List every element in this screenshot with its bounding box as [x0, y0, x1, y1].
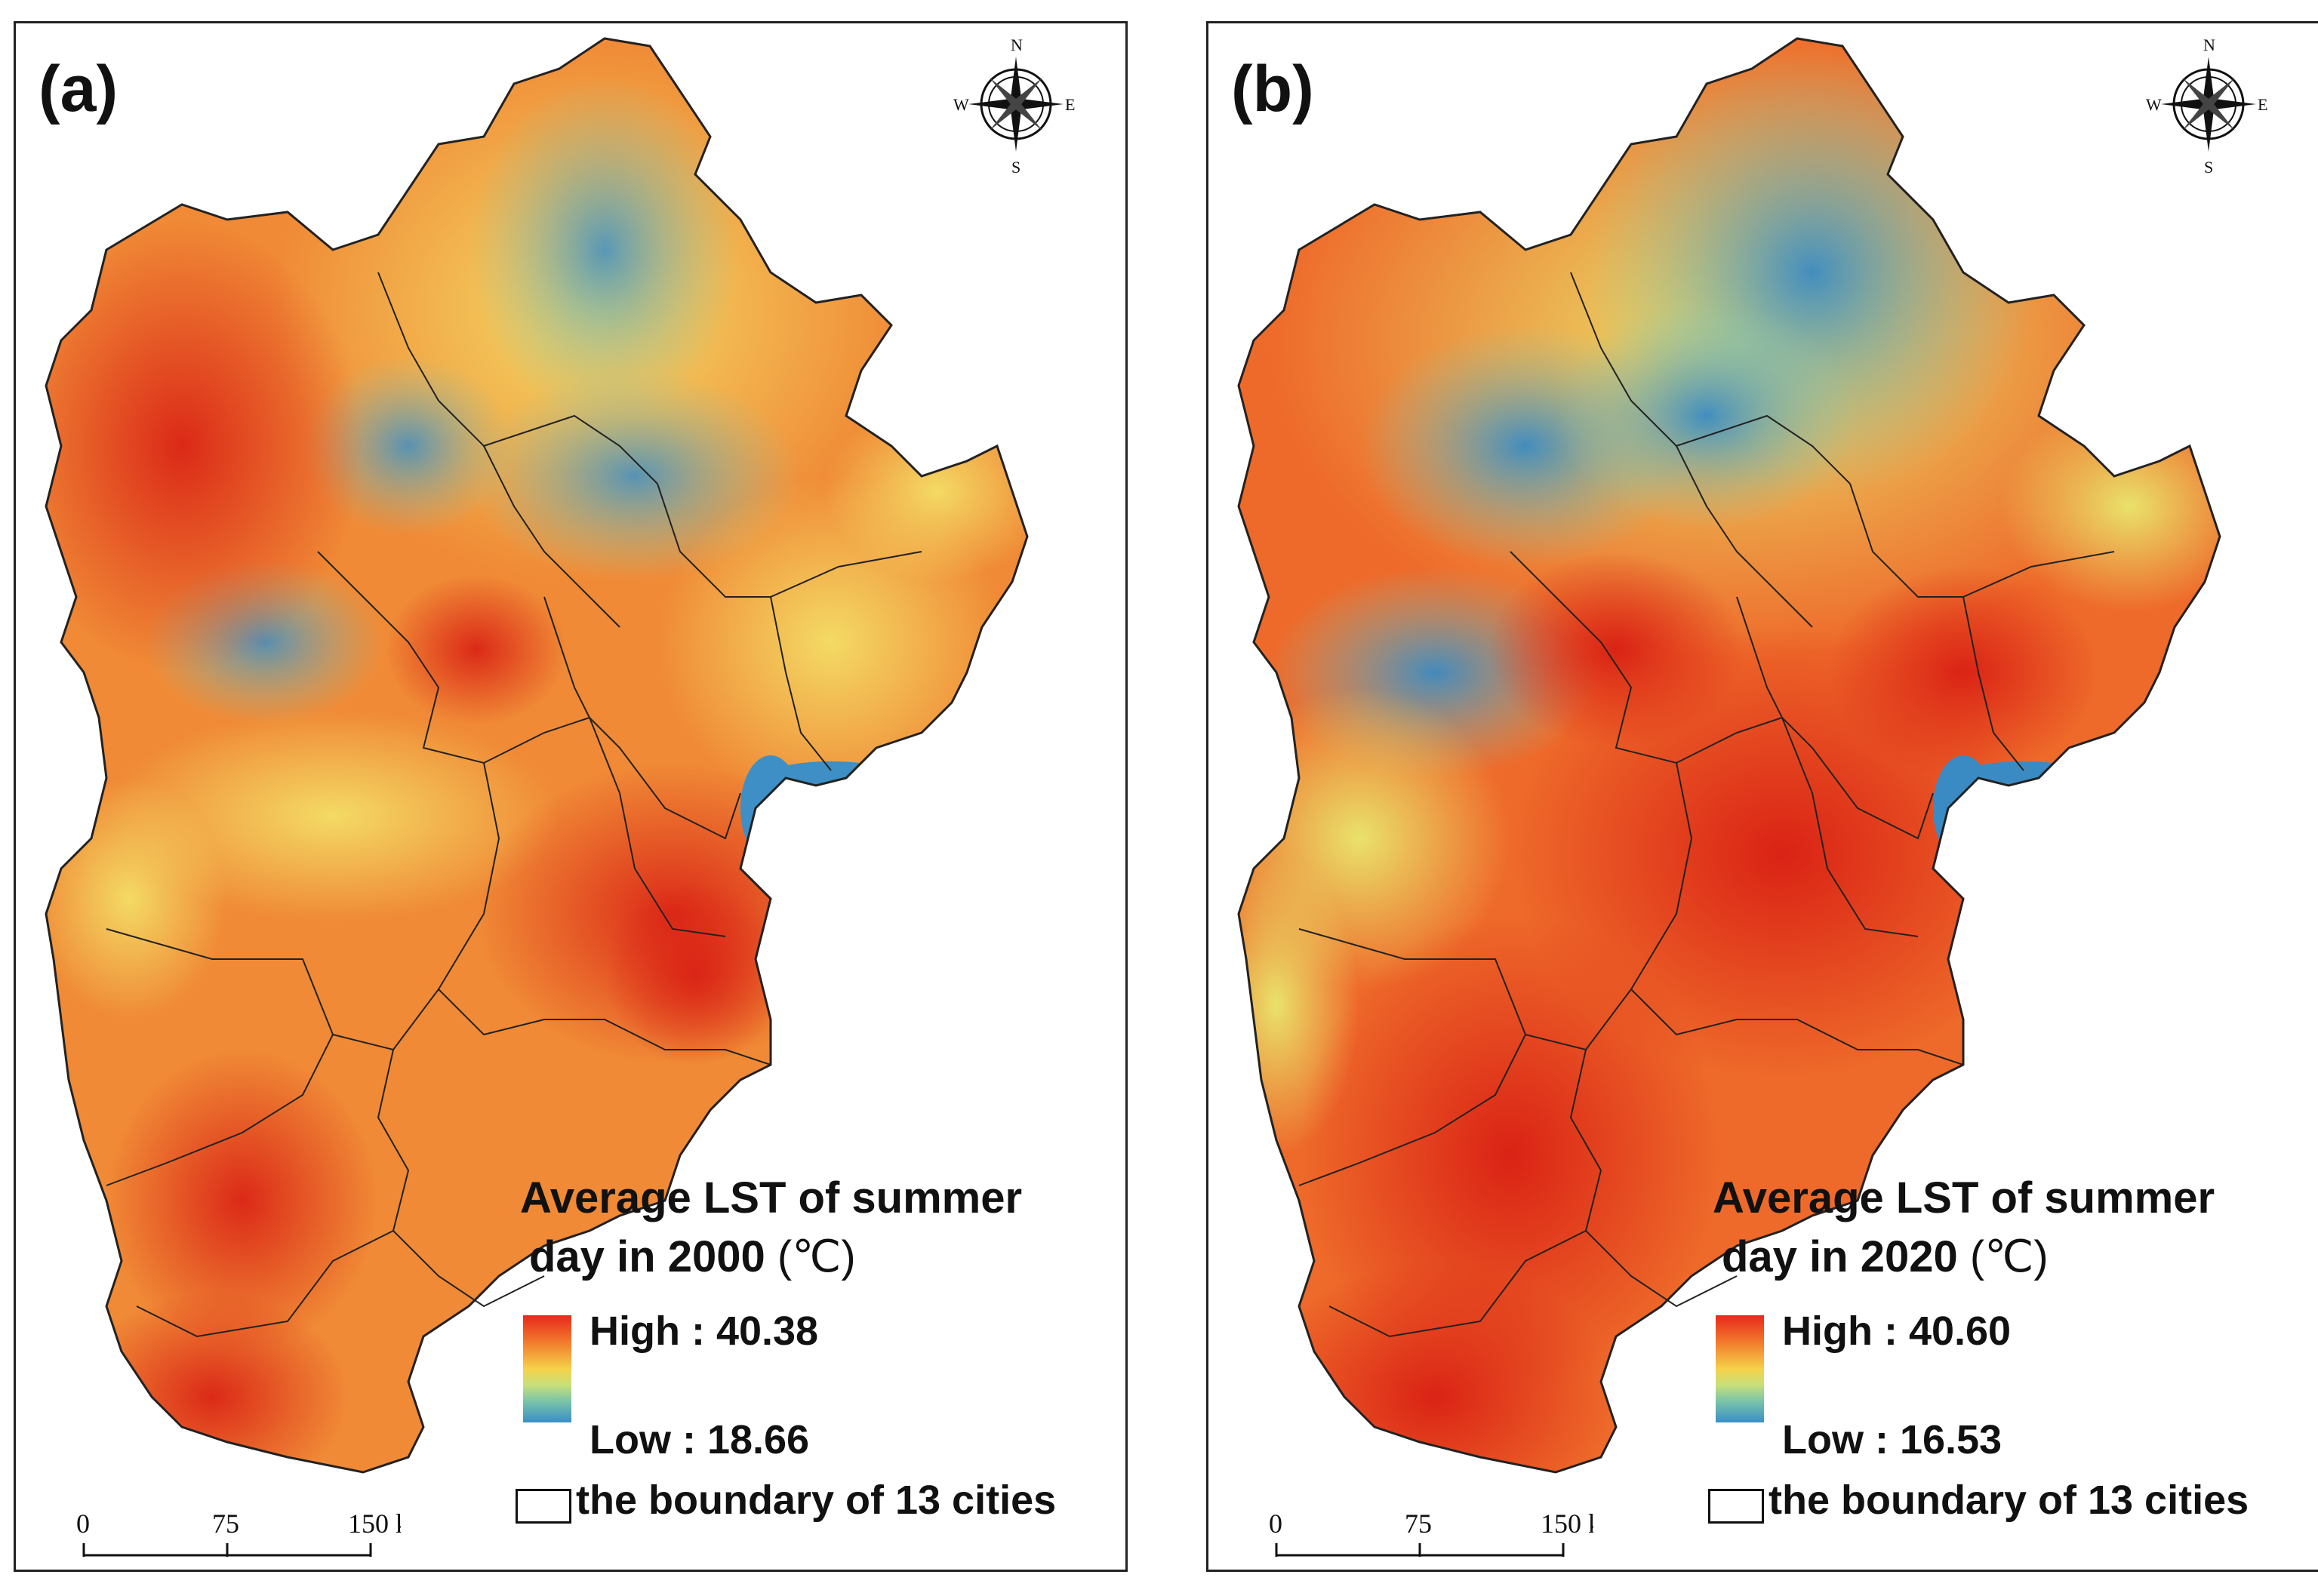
scale-bar: 0 75 150 km [1269, 1508, 1593, 1557]
legend-title: Average LST of summer day in 2020 (℃) [1713, 1169, 2215, 1287]
lst-map-2000 [45, 37, 1029, 1474]
legend-low-label: Low : 18.66 [590, 1417, 810, 1462]
compass-w: W [953, 95, 969, 114]
boundary-legend-swatch [1708, 1489, 1764, 1524]
legend-title-line1: Average LST of summer [520, 1173, 1023, 1222]
compass-n: N [2203, 35, 2215, 54]
compass-e: E [2258, 95, 2267, 114]
map-panel-b: (b) N S E W Average LST of summer day in… [1206, 21, 2318, 1572]
legend-unit: (℃) [777, 1232, 856, 1281]
compass-rose-icon: N S E W [2146, 35, 2267, 176]
scale-max: 150 km [1541, 1508, 1593, 1539]
scale-mid: 75 [212, 1508, 239, 1539]
scale-bar: 0 75 150 km [76, 1508, 401, 1557]
scale-mid: 75 [1405, 1508, 1432, 1539]
panel-label: (b) [1231, 53, 1314, 125]
legend-unit: (℃) [1969, 1232, 2049, 1281]
panel-label: (a) [38, 53, 119, 125]
legend-low-label: Low : 16.53 [1782, 1417, 2002, 1462]
legend-high-label: High : 40.60 [1782, 1308, 2012, 1354]
boundary-legend-label: the boundary of 13 cities [576, 1478, 1057, 1523]
compass-s: S [2204, 158, 2213, 176]
compass-s: S [1011, 158, 1020, 176]
legend-title-line1: Average LST of summer [1713, 1173, 2215, 1222]
scale-zero: 0 [1269, 1508, 1282, 1539]
compass-e: E [1065, 95, 1075, 114]
legend-title-line2: day in 2020 [1722, 1232, 1958, 1281]
boundary-legend-label: the boundary of 13 cities [1769, 1478, 2249, 1523]
compass-n: N [1011, 35, 1023, 54]
legend-color-ramp [523, 1315, 571, 1422]
map-panel-a: (a) N S E W Average LST of summer day in… [14, 21, 1128, 1572]
legend-title: Average LST of summer day in 2000 (℃) [520, 1169, 1022, 1287]
lst-map-2020 [1237, 37, 2221, 1474]
compass-w: W [2146, 95, 2162, 114]
boundary-legend-swatch [516, 1489, 571, 1524]
legend-title-line2: day in 2000 [529, 1232, 765, 1281]
legend-high-label: High : 40.38 [590, 1308, 819, 1354]
legend-color-ramp [1716, 1315, 1764, 1422]
compass-rose-icon: N S E W [953, 35, 1075, 176]
scale-zero: 0 [76, 1508, 90, 1539]
scale-max: 150 km [348, 1508, 401, 1539]
